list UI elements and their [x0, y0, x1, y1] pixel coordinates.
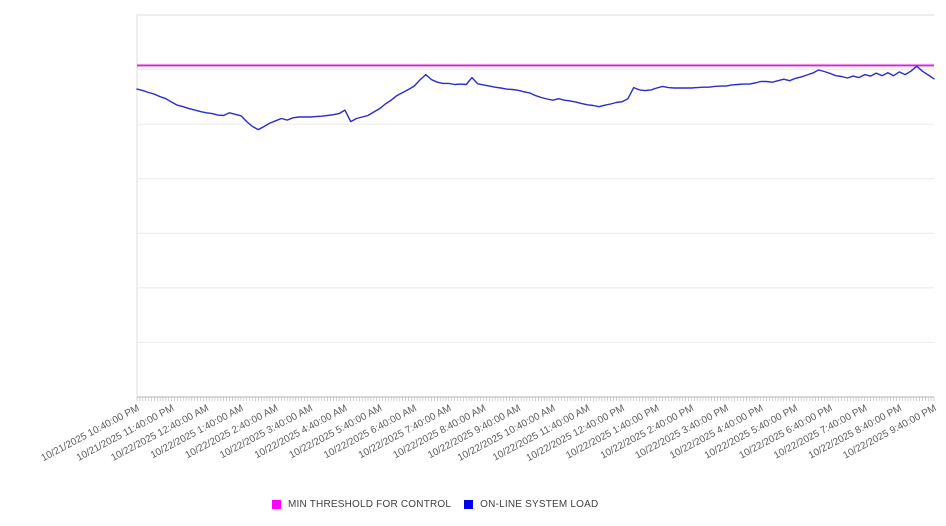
chart-legend: MIN THRESHOLD FOR CONTROL ON-LINE SYSTEM…	[272, 499, 598, 510]
load-chart-area: 10/21/2025 10:40:00 PM 10/21/2025 11:40:0…	[40, 14, 939, 464]
y-gridlines	[137, 14, 934, 343]
online-system-load-legend-swatch	[464, 500, 474, 509]
min-threshold-legend-swatch	[272, 500, 281, 509]
x-axis-minor-ticks	[136, 397, 935, 401]
legend-item-online-system-load[interactable]: ON-LINE SYSTEM LOAD	[464, 499, 598, 510]
min-threshold-legend-label: MIN THRESHOLD FOR CONTROL	[288, 499, 452, 510]
online-system-load-line	[136, 65, 935, 131]
online-system-load-legend-label: ON-LINE SYSTEM LOAD	[480, 499, 599, 510]
legend-item-min-threshold[interactable]: MIN THRESHOLD FOR CONTROL	[272, 499, 451, 510]
